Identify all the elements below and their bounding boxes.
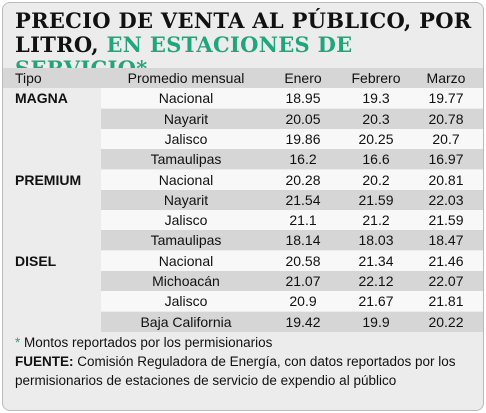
region: Nacional: [158, 171, 214, 188]
region: Nayarit: [163, 110, 209, 127]
footnote: * Montos reportados por los permisionari…: [15, 333, 475, 352]
row-stripe: [101, 271, 483, 291]
region: Jalisco: [164, 212, 208, 229]
region: Nacional: [158, 90, 214, 107]
row-stripe: [101, 311, 483, 332]
row-stripe: [101, 250, 483, 271]
price: 21.2: [362, 212, 390, 229]
header-cell: Tipo: [15, 70, 42, 86]
region: Nayarit: [163, 191, 209, 208]
price: 21.54: [285, 191, 321, 208]
price: 20.25: [358, 130, 394, 147]
price: 16.2: [289, 151, 317, 168]
region: Baja California: [140, 313, 232, 330]
price: 20.78: [428, 110, 464, 127]
group-label: MAGNA: [15, 90, 68, 107]
title: PRECIO DE VENTA AL PÚBLICO, POR LITRO, E…: [15, 9, 475, 81]
price: 22.12: [358, 273, 394, 289]
price: 20.05: [285, 110, 321, 127]
price: 20.22: [428, 313, 464, 330]
region: Jalisco: [164, 130, 208, 147]
price: 20.58: [285, 252, 321, 269]
notes: * Montos reportados por los permisionari…: [15, 333, 475, 390]
price: 19.42: [285, 313, 321, 330]
row-stripe: [101, 169, 483, 190]
price: 18.14: [285, 232, 321, 249]
region: Nacional: [158, 252, 214, 269]
price: 18.47: [428, 232, 464, 249]
price: 20.81: [428, 171, 464, 188]
price: 21.81: [428, 293, 464, 310]
price: 19.77: [428, 90, 464, 107]
price: 20.2: [362, 171, 390, 188]
row-stripe: [101, 88, 483, 109]
price: 21.34: [358, 252, 394, 269]
price: 22.03: [428, 191, 464, 208]
price: 22.07: [428, 273, 464, 289]
header-cell: Febrero: [351, 70, 401, 86]
header-cell: Promedio mensual: [127, 70, 245, 86]
price: 20.28: [285, 171, 321, 188]
source-label: FUENTE:: [15, 354, 74, 369]
region: Tamaulipas: [150, 151, 222, 168]
row-stripe: [101, 128, 483, 149]
footnote-text: Montos reportados por los permisionarios: [24, 335, 273, 350]
group-label: DISEL: [15, 252, 57, 269]
price: 21.07: [285, 273, 321, 289]
price: 20.3: [362, 110, 390, 127]
footnote-mark: *: [15, 335, 21, 350]
price: 21.59: [358, 191, 394, 208]
price: 18.95: [285, 90, 321, 107]
price: 21.59: [428, 212, 464, 229]
row-stripe: [101, 230, 483, 251]
row-stripe: [101, 149, 483, 170]
price: 19.3: [362, 90, 390, 107]
group-label: PREMIUM: [15, 171, 82, 188]
title-black: PRECIO DE VENTA AL PÚBLICO, POR LITRO,: [15, 8, 472, 57]
price: 16.6: [362, 151, 390, 168]
price: 21.67: [358, 293, 394, 310]
price: 20.9: [289, 293, 317, 310]
price: 16.97: [428, 151, 464, 168]
header-cell: Enero: [284, 70, 322, 86]
row-stripe: [101, 210, 483, 231]
source: FUENTE: Comisión Reguladora de Energía, …: [15, 352, 475, 390]
header-stripe: [3, 68, 483, 88]
price: 21.46: [428, 252, 464, 269]
row-stripe: [101, 108, 483, 129]
source-text: Comisión Reguladora de Energía, con dato…: [15, 354, 456, 388]
row-stripe: [101, 189, 483, 210]
region: Tamaulipas: [150, 232, 222, 249]
region: Jalisco: [164, 293, 208, 310]
header-cell: Marzo: [426, 70, 466, 86]
price: 21.1: [289, 212, 317, 229]
price: 19.9: [362, 313, 390, 330]
region: Michoacán: [152, 273, 220, 289]
price: 18.03: [358, 232, 394, 249]
price: 19.86: [285, 130, 321, 147]
row-stripe: [101, 291, 483, 312]
price: 20.7: [432, 130, 460, 147]
